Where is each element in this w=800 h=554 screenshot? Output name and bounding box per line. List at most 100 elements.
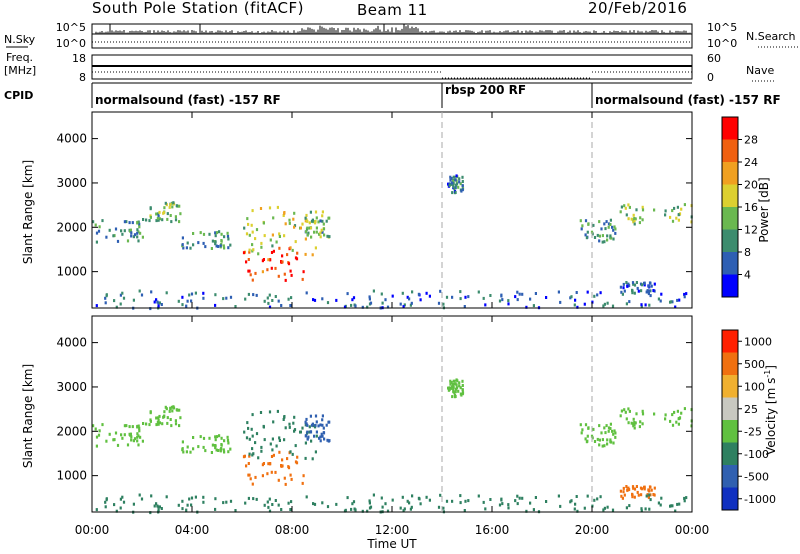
power-cell-1 <box>174 218 178 222</box>
power-cell-4 <box>259 207 263 210</box>
power-cell-3 <box>254 271 257 275</box>
velocity-cell-10 <box>214 507 217 511</box>
velocity-cell-10 <box>368 499 371 503</box>
power-cell-0 <box>95 231 99 235</box>
nave-tick-top: 60 <box>707 52 721 65</box>
power-cell-2 <box>197 241 200 245</box>
power-cell-4 <box>314 246 317 250</box>
velocity-cell-1 <box>148 423 151 427</box>
velocity-cell-8 <box>632 417 635 421</box>
nsky-tick-top: 10^5 <box>56 21 86 34</box>
velocity-cell-1 <box>171 409 174 413</box>
velocity-cell-10 <box>529 501 532 505</box>
colorbar-swatch <box>722 465 738 488</box>
velocity-cell-9 <box>621 496 624 500</box>
nsearch-tick-bottom: 10^0 <box>707 37 737 50</box>
power-cell-4 <box>262 221 265 225</box>
power-cell-2 <box>229 243 232 247</box>
velocity-cell-5 <box>321 418 324 422</box>
power-cell-1 <box>157 218 160 222</box>
power-ylabel: Slant Range [km] <box>21 160 35 264</box>
velocity-cell-10 <box>569 500 572 504</box>
velocity-cell-4 <box>308 425 311 429</box>
power-cell-7 <box>585 236 588 240</box>
power-cell-9 <box>652 289 655 292</box>
power-cell-4 <box>260 245 263 249</box>
power-cell-10 <box>419 298 422 302</box>
velocity-colorbar: 1000 500 100 25 -25 -100 -500 -1000 <box>721 329 776 511</box>
power-cell-10 <box>305 291 308 295</box>
power-cell-4 <box>308 221 311 225</box>
velocity-cell-5 <box>321 414 324 418</box>
velocity-cell-2 <box>192 447 195 451</box>
velocity-cell-10 <box>459 501 462 505</box>
velocity-cell-1 <box>170 424 173 428</box>
velocity-cell-4 <box>308 430 311 434</box>
velocity-cell-10 <box>202 500 205 504</box>
velocity-cell-2 <box>218 434 221 438</box>
power-colorbar-label: Power [dB] <box>757 177 771 242</box>
velocity-cell-10 <box>346 496 349 500</box>
power-cell-4 <box>248 248 251 252</box>
velocity-cell-10 <box>685 496 688 500</box>
power-cell-10 <box>559 300 562 304</box>
velocity-cell-10 <box>202 495 205 499</box>
velocity-cell-7 <box>591 436 594 440</box>
power-cell-3 <box>287 262 291 266</box>
velocity-cell-3 <box>262 462 265 465</box>
velocity-cell-3 <box>248 454 251 458</box>
velocity-cell-3 <box>296 455 299 459</box>
power-cell-10 <box>149 307 152 311</box>
velocity-cell-7 <box>607 429 610 433</box>
power-cell-2 <box>226 231 229 235</box>
power-cell-10 <box>391 294 394 298</box>
power-cell-10 <box>386 305 390 309</box>
power-cell-10 <box>611 304 615 308</box>
power-cell-8 <box>641 218 644 222</box>
power-cell-4 <box>293 225 296 229</box>
colorbar-tick-label: 500 <box>744 358 765 371</box>
velocity-cell-0 <box>137 424 140 428</box>
power-cell-8 <box>683 203 686 207</box>
velocity-cell-7 <box>609 438 612 442</box>
velocity-cell-9 <box>650 488 653 492</box>
power-cell-8 <box>664 209 667 213</box>
velocity-cell-10 <box>234 509 237 512</box>
velocity-cell-6 <box>448 386 451 390</box>
velocity-cell-10 <box>660 496 663 500</box>
velocity-cell-10 <box>132 502 135 506</box>
power-cell-7 <box>592 223 595 227</box>
velocity-cell-10 <box>425 495 428 499</box>
velocity-cell-8 <box>641 412 645 416</box>
velocity-cell-10 <box>534 496 537 499</box>
velocity-cell-6 <box>455 387 458 391</box>
power-cell-5 <box>318 232 321 236</box>
velocity-cell-10 <box>611 508 615 512</box>
velocity-cell-10 <box>674 509 677 513</box>
colorbar-swatch <box>722 442 738 465</box>
power-cell-2 <box>215 231 219 235</box>
velocity-cell-7 <box>586 434 589 438</box>
power-cell-0 <box>123 229 126 233</box>
velocity-cell-10 <box>602 508 605 512</box>
power-cell-2 <box>214 231 217 235</box>
velocity-cell-3 <box>270 455 274 458</box>
velocity-cell-3 <box>287 466 291 470</box>
velocity-cell-1 <box>156 420 159 424</box>
velocity-cell-1 <box>161 422 164 426</box>
freq-label-line1: Freq. <box>6 51 33 64</box>
power-cell-1 <box>156 216 159 220</box>
power-cell-5 <box>315 226 318 230</box>
power-cell-2 <box>223 235 226 239</box>
velocity-cell-2 <box>182 450 185 454</box>
velocity-cell-10 <box>428 498 431 502</box>
power-cell-10 <box>289 304 292 307</box>
power-cell-10 <box>122 296 126 300</box>
power-cell-10 <box>670 300 673 304</box>
velocity-cell-7 <box>580 431 583 435</box>
velocity-cell-5 <box>306 437 309 441</box>
velocity-cell-10 <box>343 509 347 513</box>
power-cell-10 <box>529 297 532 301</box>
power-cell-10 <box>263 299 266 303</box>
power-cell-10 <box>507 302 510 306</box>
